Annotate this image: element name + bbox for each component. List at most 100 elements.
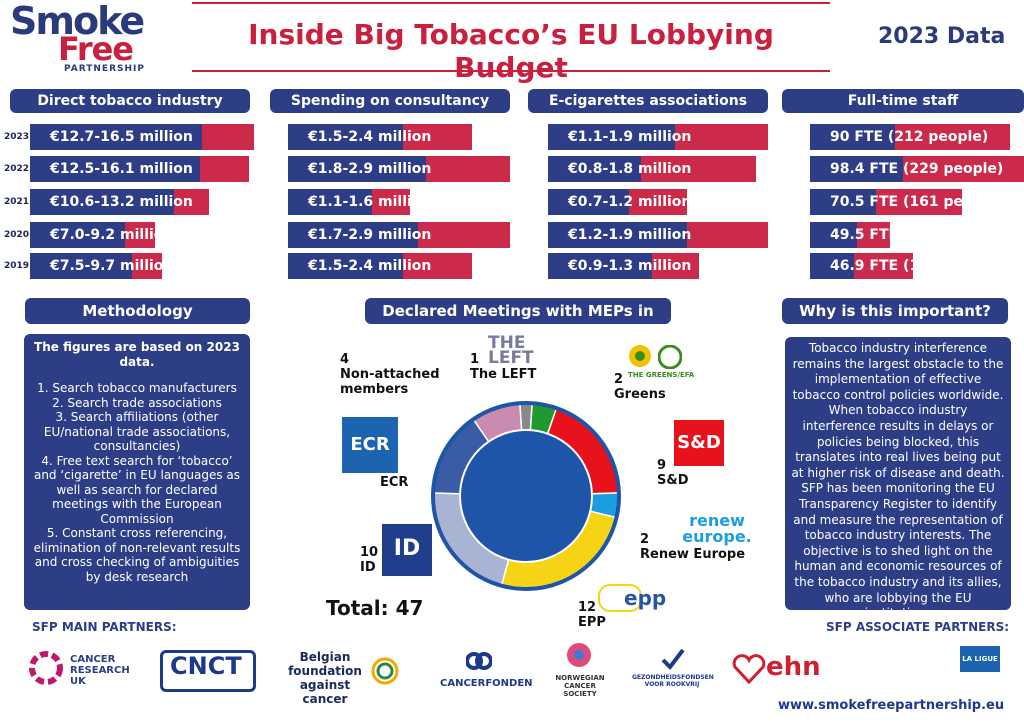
range-bar: 90 FTE (212 people) — [810, 124, 1024, 150]
why-panel: Tobacco industry interference remains th… — [785, 337, 1011, 620]
range-bar: 49.5 FTE (85 people) — [810, 222, 1024, 248]
donut-hole — [459, 429, 593, 563]
logo-smoke: Smoke — [10, 0, 145, 43]
panel-header: Direct tobacco industry spending — [10, 89, 250, 133]
year-label: 2020 — [4, 230, 30, 240]
range-bar: €1.7-2.9 million — [288, 222, 510, 248]
page-title: Inside Big Tobacco’s EU Lobbying Budget — [248, 18, 774, 84]
cnct-logo: CNCT — [170, 652, 242, 680]
bar-min — [30, 124, 203, 150]
associate-partners-label: SFP ASSOCIATE PARTNERS: — [826, 620, 1010, 634]
bar-label: €12.5-16.1 million — [50, 161, 193, 177]
label-renew: 2 Renew Europe — [640, 532, 746, 562]
methodology-step: 5. Constant cross referencing, eliminati… — [33, 526, 241, 584]
bar-label: €1.1-1.9 million — [568, 129, 692, 145]
la-ligue-logo: LA LIGUE — [960, 646, 1000, 672]
bar-min — [548, 222, 687, 248]
methodology-step: 3. Search affiliations (other EU/nationa… — [43, 410, 231, 453]
belgian-rings-icon — [371, 657, 399, 685]
range-bar: €7.5-9.7 million — [30, 253, 254, 279]
range-bar: 98.4 FTE (229 people) — [810, 156, 1024, 182]
main-partners-label: SFP MAIN PARTNERS: — [32, 620, 177, 634]
ehn-heart-icon — [732, 654, 766, 684]
bar-min — [30, 156, 200, 182]
bar-label: €7.0-9.2 million — [50, 227, 174, 243]
renew-logo: renew europe. — [682, 511, 752, 546]
cancerfonden-icon — [466, 652, 492, 670]
bar-label: 98.4 FTE (229 people) — [830, 161, 1004, 177]
cancer-research-logo: CANCER RESEARCH UK — [28, 650, 148, 690]
range-bar: €1.1-1.9 million — [548, 124, 768, 150]
bar-label: €12.7-16.5 million — [50, 129, 193, 145]
title-rule-top — [192, 2, 830, 4]
donut-outer-ring — [431, 401, 621, 591]
bar-label: €1.5-2.4 million — [308, 258, 432, 274]
range-bar: €1.5-2.4 million — [288, 253, 510, 279]
bar-min — [30, 222, 126, 248]
bar-min — [810, 253, 855, 279]
bar-label: €0.8-1.8 million — [568, 161, 692, 177]
bar-min — [288, 124, 403, 150]
norwegian-flower-icon — [567, 643, 591, 667]
bar-min — [548, 253, 653, 279]
range-bar: €1.1-1.6 million — [288, 189, 510, 215]
year-label: 2023 Data — [878, 24, 1006, 49]
bar-label: €1.8-2.9 million — [308, 161, 432, 177]
cancerfonden-logo: CANCERFONDEN — [440, 678, 533, 689]
sunflower-icon — [629, 345, 651, 367]
bar-label: 90 FTE (212 people) — [830, 129, 989, 145]
bar-min — [810, 156, 903, 182]
bar-label: €1.5-2.4 million — [308, 129, 432, 145]
year-label: 2019 — [4, 261, 30, 271]
epp-logo-ring — [598, 584, 642, 612]
title-rule-bottom — [192, 70, 830, 72]
bar-min — [30, 189, 174, 215]
range-bar: 46.9 FTE (109 people) — [810, 253, 1024, 279]
bar-label: €1.2-1.9 million — [568, 227, 692, 243]
bar-label: 70.5 FTE (161 people) — [830, 194, 1004, 210]
range-bar: €0.8-1.8 million — [548, 156, 768, 182]
panel-header: E-cigarettes associations budget — [528, 89, 768, 133]
panel-header: Spending on consultancy — [270, 89, 510, 113]
logo-free: Free — [58, 30, 134, 68]
bar-label: 49.5 FTE (85 people) — [830, 227, 994, 243]
sd-logo: S&D — [674, 420, 724, 466]
year-label: 2022 — [4, 164, 30, 174]
label-non-attached: 4 Non-attached members — [340, 352, 440, 397]
bar-label: €7.5-9.7 million — [50, 258, 174, 274]
year-label: 2023 — [4, 132, 30, 142]
range-bar: €1.2-1.9 million — [548, 222, 768, 248]
belgian-foundation-logo: Belgian foundation against cancer — [288, 650, 362, 706]
meetings-header: Declared Meetings with MEPs in 2023 — [365, 298, 671, 346]
label-id: 10 ID — [360, 545, 379, 575]
gezond-logo: GEZONDHEIDSFONDSEN VOOR ROOKVRIJ — [632, 674, 714, 688]
bar-min — [288, 253, 403, 279]
methodology-step: 1. Search tobacco manufacturers — [37, 381, 237, 395]
bar-label: €1.1-1.6 million — [308, 194, 432, 210]
bar-min — [30, 253, 132, 279]
bar-label: €0.7-1.2 million — [568, 194, 692, 210]
panel-header: Full-time staff — [782, 89, 1024, 113]
bar-min — [548, 124, 676, 150]
greens-e-icon — [658, 345, 682, 369]
the-left-logo: THE LEFT — [488, 333, 534, 368]
bar-label: €10.6-13.2 million — [50, 194, 193, 210]
range-bar: €0.7-1.2 million — [548, 189, 768, 215]
range-bar: €12.5-16.1 million — [30, 156, 254, 182]
range-bar: €0.9-1.3 million — [548, 253, 768, 279]
label-epp: 12 EPP — [578, 600, 606, 630]
ecr-logo: ECR — [342, 417, 398, 473]
website-link[interactable]: www.smokefreepartnership.eu — [778, 698, 1005, 713]
ehn-logo: ehn — [766, 652, 821, 682]
range-bar: €10.6-13.2 million — [30, 189, 254, 215]
bar-label: €1.7-2.9 million — [308, 227, 432, 243]
range-bar: €1.8-2.9 million — [288, 156, 510, 182]
logo-partnership: PARTNERSHIP — [64, 64, 145, 74]
range-bar: €7.0-9.2 million — [30, 222, 254, 248]
meetings-total: Total: 47 — [326, 596, 424, 620]
bar-min — [548, 189, 630, 215]
why-header: Why is this important? — [782, 298, 1008, 324]
methodology-intro: The figures are based on 2023 data. — [34, 340, 240, 369]
greens-logo: THE GREENS/EFA — [626, 343, 694, 379]
bar-label: 46.9 FTE (109 people) — [830, 258, 1004, 274]
